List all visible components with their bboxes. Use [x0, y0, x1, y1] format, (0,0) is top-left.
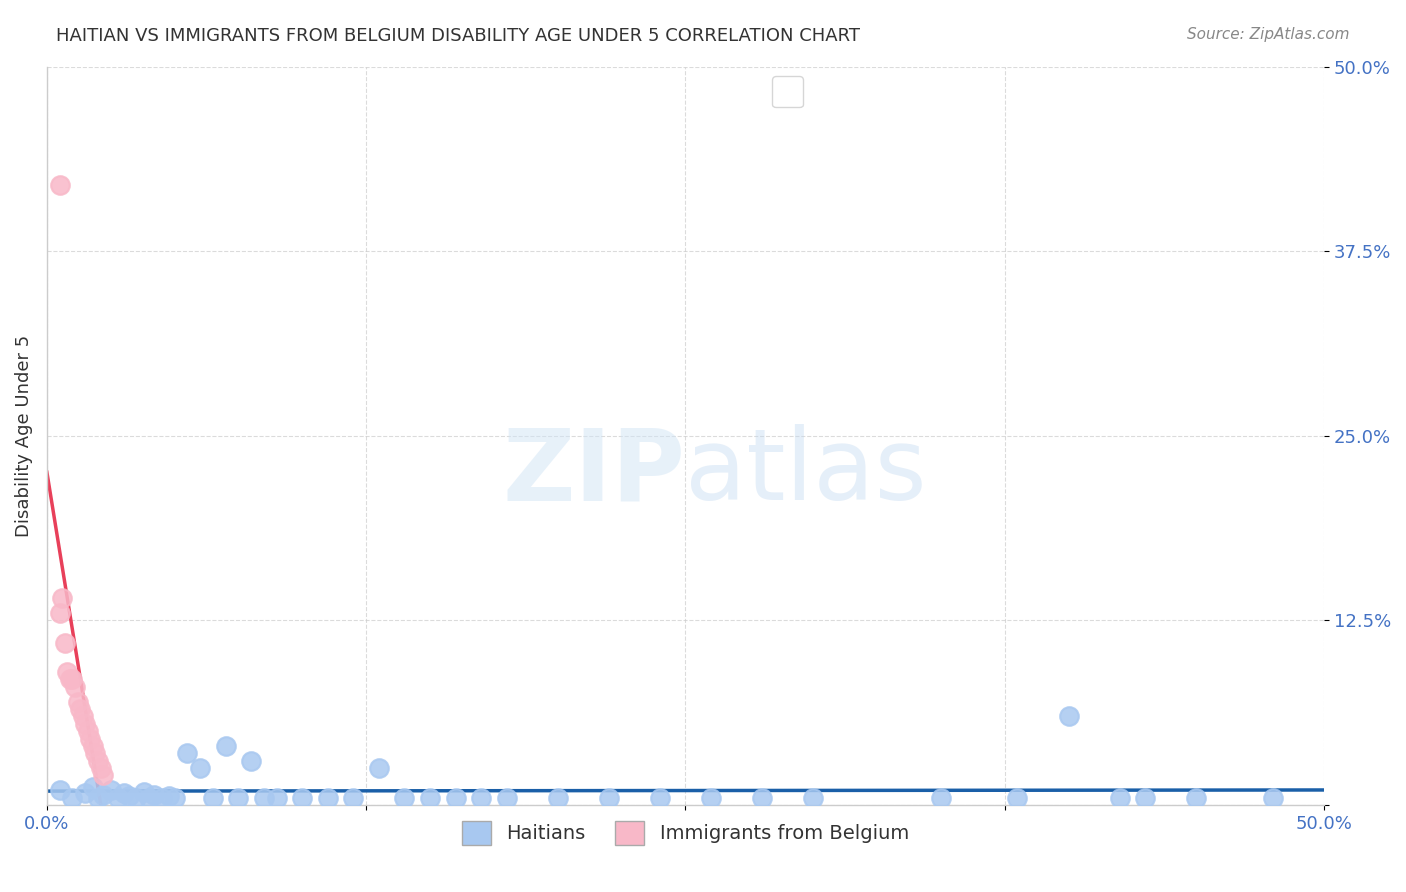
Point: [1185, 790, 1208, 805]
Point: [419, 790, 441, 805]
Point: [598, 790, 620, 805]
Point: [648, 790, 671, 805]
Point: [163, 790, 186, 805]
Point: [48, 783, 70, 797]
Point: [91, 788, 114, 802]
Point: [1007, 790, 1029, 805]
Point: [132, 785, 155, 799]
Point: [87, 790, 110, 805]
Point: [143, 788, 166, 802]
Point: [84, 747, 107, 761]
Text: Source: ZipAtlas.com: Source: ZipAtlas.com: [1187, 27, 1350, 42]
Point: [87, 754, 110, 768]
Point: [342, 790, 364, 805]
Point: [53, 635, 76, 649]
Point: [176, 747, 198, 761]
Point: [1133, 790, 1156, 805]
Point: [48, 606, 70, 620]
Point: [495, 790, 517, 805]
Point: [188, 761, 211, 775]
Point: [59, 673, 82, 687]
Point: [63, 680, 86, 694]
Point: [801, 790, 824, 805]
Point: [112, 786, 135, 800]
Text: ZIP: ZIP: [502, 425, 685, 521]
Point: [62, 790, 84, 805]
Point: [79, 731, 101, 746]
Point: [82, 780, 104, 795]
Point: [929, 790, 952, 805]
Point: [69, 702, 91, 716]
Point: [125, 790, 148, 805]
Point: [751, 790, 773, 805]
Point: [82, 739, 104, 753]
Point: [394, 790, 416, 805]
Point: [228, 790, 250, 805]
Point: [700, 790, 723, 805]
Point: [48, 178, 70, 192]
Point: [138, 790, 160, 805]
Point: [66, 695, 89, 709]
Point: [1108, 790, 1130, 805]
Point: [367, 761, 389, 775]
Point: [51, 591, 73, 606]
Point: [56, 665, 79, 679]
Point: [62, 673, 84, 687]
Text: HAITIAN VS IMMIGRANTS FROM BELGIUM DISABILITY AGE UNDER 5 CORRELATION CHART: HAITIAN VS IMMIGRANTS FROM BELGIUM DISAB…: [56, 27, 860, 45]
Point: [253, 790, 276, 805]
Point: [215, 739, 238, 753]
Point: [72, 709, 94, 723]
Point: [547, 790, 569, 805]
Point: [75, 716, 97, 731]
Point: [91, 768, 114, 782]
Point: [291, 790, 314, 805]
Point: [266, 790, 288, 805]
Point: [89, 761, 111, 775]
Point: [1057, 709, 1080, 723]
Point: [1261, 790, 1284, 805]
Point: [159, 789, 181, 804]
Text: atlas: atlas: [685, 425, 927, 521]
Legend: Haitians, Immigrants from Belgium: Haitians, Immigrants from Belgium: [453, 811, 918, 855]
Point: [100, 783, 122, 797]
Point: [107, 790, 129, 805]
Point: [444, 790, 467, 805]
Point: [117, 789, 139, 804]
Point: [240, 754, 263, 768]
Point: [75, 786, 97, 800]
Point: [150, 790, 173, 805]
Point: [76, 724, 98, 739]
Point: [470, 790, 492, 805]
Point: [201, 790, 224, 805]
Y-axis label: Disability Age Under 5: Disability Age Under 5: [15, 334, 32, 537]
Point: [316, 790, 339, 805]
